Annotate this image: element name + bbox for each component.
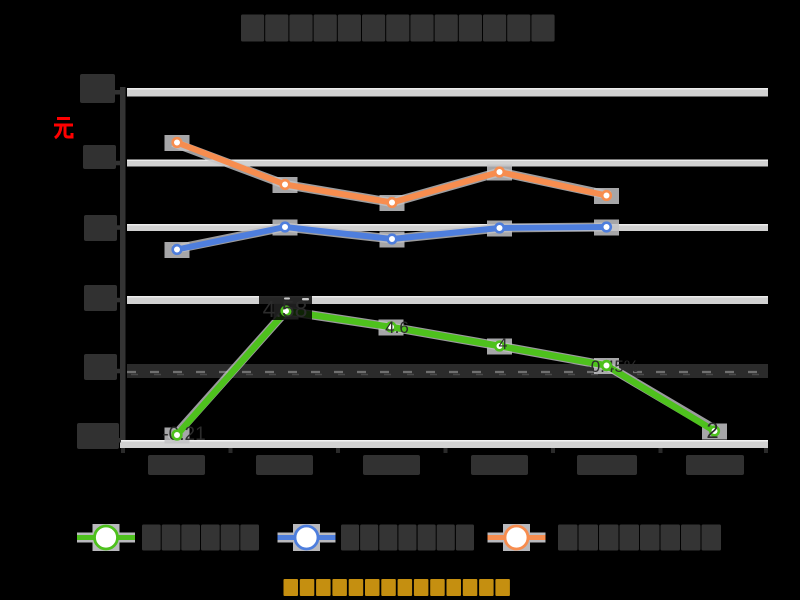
svg-text:4.58: 4.58 (263, 296, 308, 322)
svg-text:-0.21: -0.21 (162, 424, 205, 445)
svg-text:4.6: 4.6 (385, 318, 409, 337)
svg-text:2: 2 (706, 418, 718, 443)
svg-text:4: 4 (499, 336, 508, 353)
